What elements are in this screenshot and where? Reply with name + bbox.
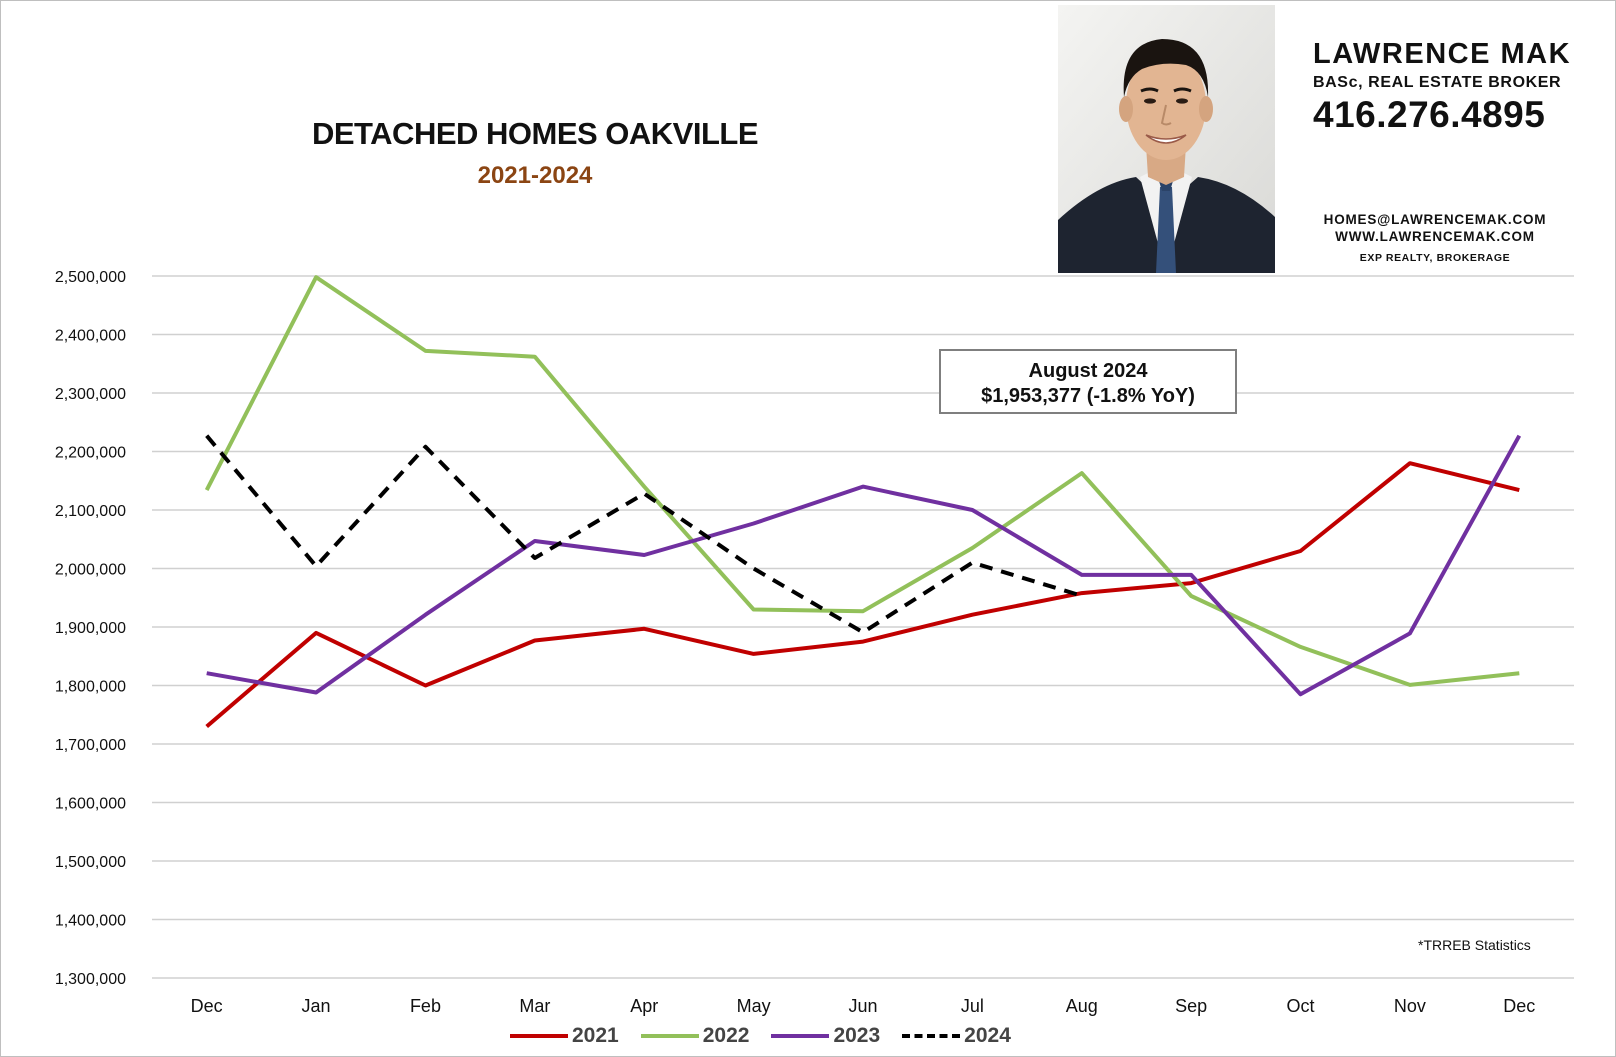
gridlines — [152, 275, 1574, 979]
agent-credentials: BASc, REAL ESTATE BROKER — [1313, 74, 1562, 91]
x-tick-label: Jul — [961, 996, 984, 1016]
agent-name: LAWRENCE MAK — [1313, 38, 1572, 70]
x-tick-label: Apr — [630, 996, 658, 1016]
chart-legend: 2021 2022 2023 2024 — [510, 1021, 1033, 1051]
y-tick-label: 1,900,000 — [55, 620, 126, 637]
series-line-2023 — [206, 434, 1522, 697]
y-tick-label: 1,400,000 — [55, 913, 126, 930]
legend-label: 2023 — [833, 1024, 881, 1047]
y-tick-label: 2,000,000 — [55, 562, 126, 579]
x-tick-label: Jan — [302, 996, 331, 1016]
y-tick-label: 2,300,000 — [55, 386, 126, 403]
agent-website: WWW.LAWRENCEMAK.COM — [1335, 229, 1535, 244]
y-tick-label: 1,300,000 — [55, 971, 126, 988]
y-tick-label: 1,800,000 — [55, 679, 126, 696]
source-note: *TRREB Statistics — [1418, 937, 1531, 953]
legend-item-2022: 2022 — [640, 1024, 750, 1048]
agent-phone: 416.276.4895 — [1313, 94, 1546, 135]
legend-swatch — [640, 1034, 699, 1038]
series-line-2024 — [205, 434, 1083, 635]
legend-item-2021: 2021 — [510, 1024, 619, 1048]
legend-label: 2024 — [964, 1024, 1011, 1047]
chart-subtitle: 2021-2024 — [477, 162, 593, 189]
series-lines — [204, 275, 1522, 729]
x-tick-label: Dec — [191, 996, 223, 1016]
series-line-2022 — [204, 275, 1520, 687]
y-axis-tick-labels: 1,300,000 1,400,000 1,500,000 1,600,000 1,70… — [55, 269, 126, 988]
y-tick-label: 1,500,000 — [55, 854, 126, 871]
y-tick-label: 1,600,000 — [55, 796, 126, 813]
x-tick-label: Dec — [1503, 996, 1535, 1016]
chart-title: DETACHED HOMES OAKVILLE — [311, 116, 759, 151]
annotation-line-1: August 2024 — [1028, 360, 1148, 382]
x-tick-label: May — [737, 996, 771, 1016]
legend-label: 2022 — [702, 1024, 750, 1047]
agent-photo — [1058, 5, 1275, 273]
y-tick-label: 1,700,000 — [55, 737, 126, 754]
x-tick-label: Oct — [1287, 996, 1315, 1016]
annotation-box: August 2024 $1,953,377 (-1.8% YoY) — [939, 349, 1237, 414]
series-line-2021 — [205, 461, 1520, 729]
legend-swatch — [902, 1034, 961, 1038]
y-tick-label: 2,400,000 — [55, 328, 126, 345]
y-tick-label: 2,200,000 — [55, 445, 126, 462]
x-axis-tick-labels: Dec Jan Feb Mar Apr May Jun Jul Aug Sep Oct Nov Dec — [191, 996, 1536, 1016]
x-tick-label: Sep — [1175, 996, 1207, 1016]
annotation-line-2: $1,953,377 (-1.8% YoY) — [981, 385, 1195, 407]
legend-label: 2021 — [572, 1024, 619, 1047]
legend-item-2023: 2023 — [771, 1024, 880, 1048]
agent-email: HOMES@LAWRENCEMAK.COM — [1323, 212, 1547, 227]
legend-swatch — [771, 1034, 830, 1038]
x-tick-label: Aug — [1066, 996, 1098, 1016]
y-tick-label: 2,500,000 — [55, 269, 126, 286]
legend-item-2024: 2024 — [902, 1024, 1011, 1048]
x-tick-label: Nov — [1394, 996, 1426, 1016]
x-tick-label: Jun — [848, 996, 877, 1016]
y-tick-label: 2,100,000 — [55, 503, 126, 520]
agent-brokerage: EXP REALTY, BROKERAGE — [1359, 252, 1511, 264]
x-tick-label: Feb — [410, 996, 441, 1016]
x-tick-label: Mar — [519, 996, 550, 1016]
legend-swatch — [510, 1034, 568, 1038]
